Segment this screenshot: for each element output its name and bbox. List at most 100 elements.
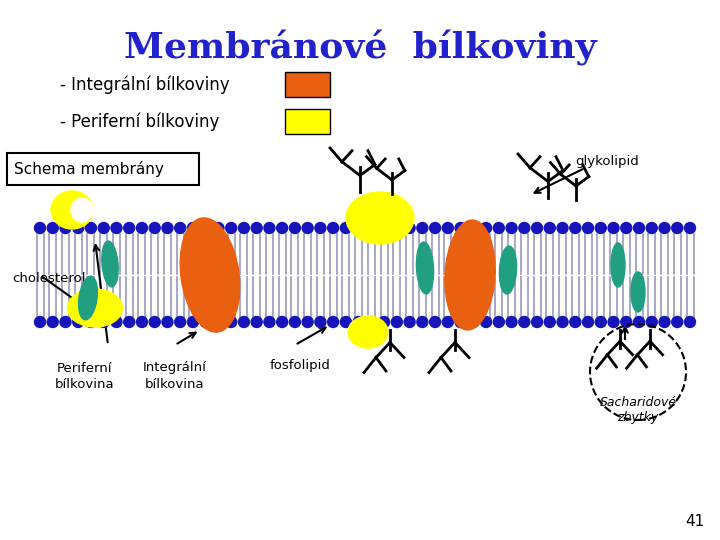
Circle shape	[647, 316, 657, 327]
Circle shape	[506, 222, 517, 233]
Circle shape	[187, 222, 199, 233]
Circle shape	[430, 316, 441, 327]
Circle shape	[531, 222, 543, 233]
Ellipse shape	[445, 220, 495, 330]
Circle shape	[570, 222, 581, 233]
Circle shape	[595, 222, 606, 233]
Circle shape	[685, 316, 696, 327]
Circle shape	[366, 316, 377, 327]
Circle shape	[519, 222, 530, 233]
FancyBboxPatch shape	[285, 72, 330, 97]
Circle shape	[480, 316, 492, 327]
FancyBboxPatch shape	[285, 109, 330, 134]
Circle shape	[493, 316, 504, 327]
Circle shape	[468, 222, 479, 233]
Circle shape	[621, 222, 631, 233]
Ellipse shape	[631, 272, 645, 312]
Circle shape	[392, 316, 402, 327]
Circle shape	[60, 316, 71, 327]
Text: - Integrální bílkoviny: - Integrální bílkoviny	[60, 76, 230, 94]
Circle shape	[175, 316, 186, 327]
Ellipse shape	[51, 191, 93, 229]
Circle shape	[672, 316, 683, 327]
Ellipse shape	[102, 241, 118, 287]
Text: glykolipid: glykolipid	[575, 156, 639, 168]
Circle shape	[659, 222, 670, 233]
Circle shape	[73, 222, 84, 233]
Circle shape	[124, 222, 135, 233]
Circle shape	[60, 222, 71, 233]
Circle shape	[264, 222, 275, 233]
Circle shape	[659, 316, 670, 327]
Circle shape	[417, 222, 428, 233]
Text: Sacharidové
zbytky: Sacharidové zbytky	[600, 396, 677, 424]
Circle shape	[73, 316, 84, 327]
Circle shape	[328, 316, 338, 327]
Circle shape	[137, 222, 148, 233]
Circle shape	[238, 222, 249, 233]
Circle shape	[595, 316, 606, 327]
Circle shape	[302, 316, 313, 327]
Circle shape	[341, 316, 351, 327]
Circle shape	[162, 316, 173, 327]
Circle shape	[531, 316, 543, 327]
Circle shape	[519, 316, 530, 327]
Circle shape	[98, 316, 109, 327]
Circle shape	[124, 316, 135, 327]
Circle shape	[353, 316, 364, 327]
Circle shape	[149, 222, 161, 233]
Circle shape	[86, 316, 96, 327]
Circle shape	[544, 222, 555, 233]
Ellipse shape	[68, 289, 122, 327]
Text: cholesterol: cholesterol	[12, 272, 86, 285]
Circle shape	[557, 316, 568, 327]
Circle shape	[289, 222, 300, 233]
Ellipse shape	[180, 218, 240, 332]
Circle shape	[276, 222, 288, 233]
Circle shape	[379, 222, 390, 233]
Circle shape	[493, 222, 504, 233]
Circle shape	[442, 316, 454, 327]
Circle shape	[392, 222, 402, 233]
Circle shape	[582, 316, 593, 327]
Circle shape	[187, 316, 199, 327]
Circle shape	[35, 316, 45, 327]
Circle shape	[315, 316, 326, 327]
Circle shape	[213, 316, 224, 327]
Circle shape	[379, 316, 390, 327]
Circle shape	[506, 316, 517, 327]
Circle shape	[608, 316, 619, 327]
FancyBboxPatch shape	[7, 153, 199, 185]
Text: Schema membrány: Schema membrány	[14, 161, 164, 177]
Circle shape	[634, 316, 644, 327]
Circle shape	[302, 222, 313, 233]
Text: Membránové  bílkoviny: Membránové bílkoviny	[124, 30, 596, 66]
Ellipse shape	[348, 316, 388, 348]
Circle shape	[570, 316, 581, 327]
Text: fosfolipid: fosfolipid	[269, 359, 330, 372]
Circle shape	[672, 222, 683, 233]
Circle shape	[315, 222, 326, 233]
Circle shape	[111, 316, 122, 327]
Text: bílkovina: bílkovina	[145, 379, 204, 392]
Text: bílkovina: bílkovina	[55, 379, 114, 392]
Text: Periferní: Periferní	[58, 361, 113, 375]
Circle shape	[442, 222, 454, 233]
Circle shape	[111, 222, 122, 233]
Circle shape	[353, 222, 364, 233]
Circle shape	[238, 316, 249, 327]
Text: Integrální: Integrální	[143, 361, 207, 375]
Circle shape	[48, 222, 58, 233]
Circle shape	[455, 222, 466, 233]
Circle shape	[647, 222, 657, 233]
Circle shape	[404, 316, 415, 327]
Circle shape	[417, 316, 428, 327]
Circle shape	[685, 222, 696, 233]
Circle shape	[608, 222, 619, 233]
Ellipse shape	[416, 242, 433, 294]
Circle shape	[251, 222, 262, 233]
Circle shape	[200, 222, 211, 233]
Circle shape	[276, 316, 288, 327]
Circle shape	[328, 222, 338, 233]
Circle shape	[544, 316, 555, 327]
